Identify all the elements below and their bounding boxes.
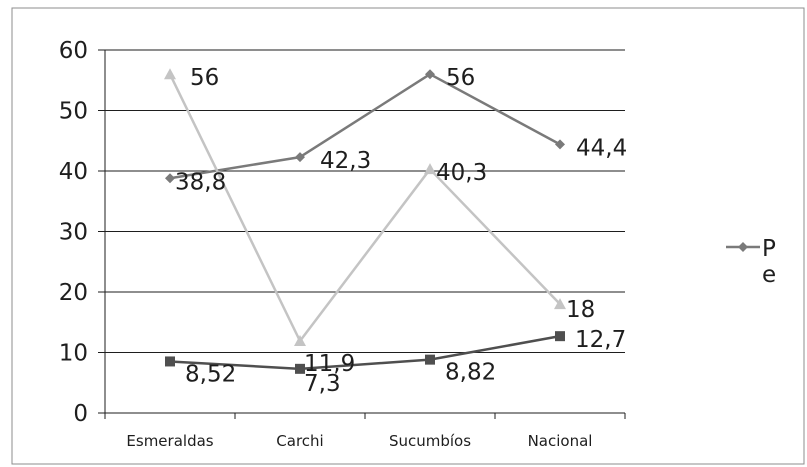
y-tick-label-0: 0 xyxy=(73,401,88,427)
x-tick-label-0: Esmeraldas xyxy=(126,432,213,450)
series-0-point-1 xyxy=(295,152,305,163)
series-1-point-3 xyxy=(554,298,566,310)
y-tick-label-60: 60 xyxy=(59,38,88,64)
series-0-data-label-2: 56 xyxy=(446,65,475,91)
series-0-point-0 xyxy=(165,173,175,184)
series-1-data-label-2: 40,3 xyxy=(436,160,487,186)
series-2-data-label-3: 12,7 xyxy=(575,327,626,353)
series-0-data-label-1: 42,3 xyxy=(320,148,371,174)
y-tick-label-10: 10 xyxy=(59,341,88,367)
series-layer xyxy=(164,68,566,374)
series-1-point-2 xyxy=(424,163,436,175)
chart-border xyxy=(11,7,805,465)
series-2-line xyxy=(169,334,561,371)
series-1-data-label-3: 18 xyxy=(566,297,595,323)
y-tick-label-30: 30 xyxy=(59,220,88,246)
y-tick-label-20: 20 xyxy=(59,280,88,306)
series-2-point-1 xyxy=(295,363,305,374)
series-2-data-label-1: 7,3 xyxy=(304,371,341,397)
x-tick-label-2: Sucumbíos xyxy=(389,432,471,450)
y-tick-label-40: 40 xyxy=(59,159,88,185)
series-2-point-0 xyxy=(165,356,175,367)
series-1-data-label-0: 56 xyxy=(190,65,219,91)
gridlines xyxy=(105,49,625,353)
series-0-line xyxy=(169,72,561,180)
legend-label-line1: P xyxy=(762,236,776,262)
series-2-point-3 xyxy=(555,331,565,342)
series-0-point-2 xyxy=(425,69,435,80)
series-1-point-0 xyxy=(164,68,176,80)
series-1-point-1 xyxy=(294,335,306,347)
x-tick-label-3: Nacional xyxy=(528,432,593,450)
legend-marker xyxy=(738,242,748,252)
y-tick-label-50: 50 xyxy=(59,99,88,125)
series-0-data-label-0: 38,8 xyxy=(175,169,226,195)
series-0-data-label-3: 44,4 xyxy=(576,135,627,161)
legend: P e xyxy=(726,236,776,288)
data-labels: 38,8 42,3 56 44,4 56 11,9 40,3 18 8,52 7,3 8,82 12,… xyxy=(175,65,627,397)
series-2-data-label-0: 8,52 xyxy=(185,361,236,387)
legend-label-line2: e xyxy=(762,262,776,288)
axes: 0 10 20 30 40 50 60 Esmeraldas Carchi Sucumbíos Na… xyxy=(59,38,626,450)
series-1-data-label-1: 11,9 xyxy=(304,351,355,377)
x-tick-label-1: Carchi xyxy=(276,432,323,450)
series-2-point-2 xyxy=(425,354,435,365)
series-1-line xyxy=(168,73,561,343)
series-0-point-3 xyxy=(555,139,565,150)
series-2-data-label-2: 8,82 xyxy=(445,360,496,386)
